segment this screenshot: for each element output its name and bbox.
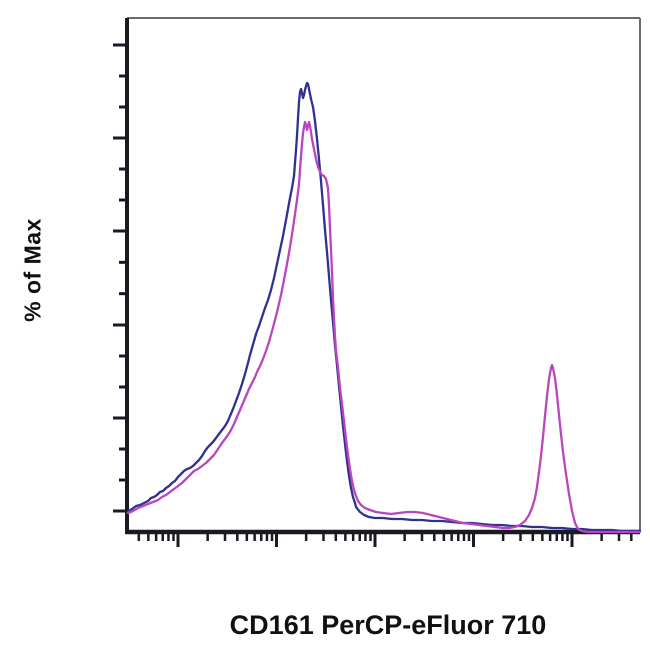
- x-axis: [125, 529, 640, 547]
- histogram-curves: [126, 81, 642, 534]
- y-axis-label: % of Max: [19, 218, 46, 322]
- y-axis: [113, 18, 129, 534]
- magenta-histogram: [126, 120, 642, 534]
- blue-histogram: [126, 81, 642, 533]
- x-axis-label: CD161 PerCP-eFluor 710: [229, 610, 547, 640]
- plot-frame: [127, 17, 641, 532]
